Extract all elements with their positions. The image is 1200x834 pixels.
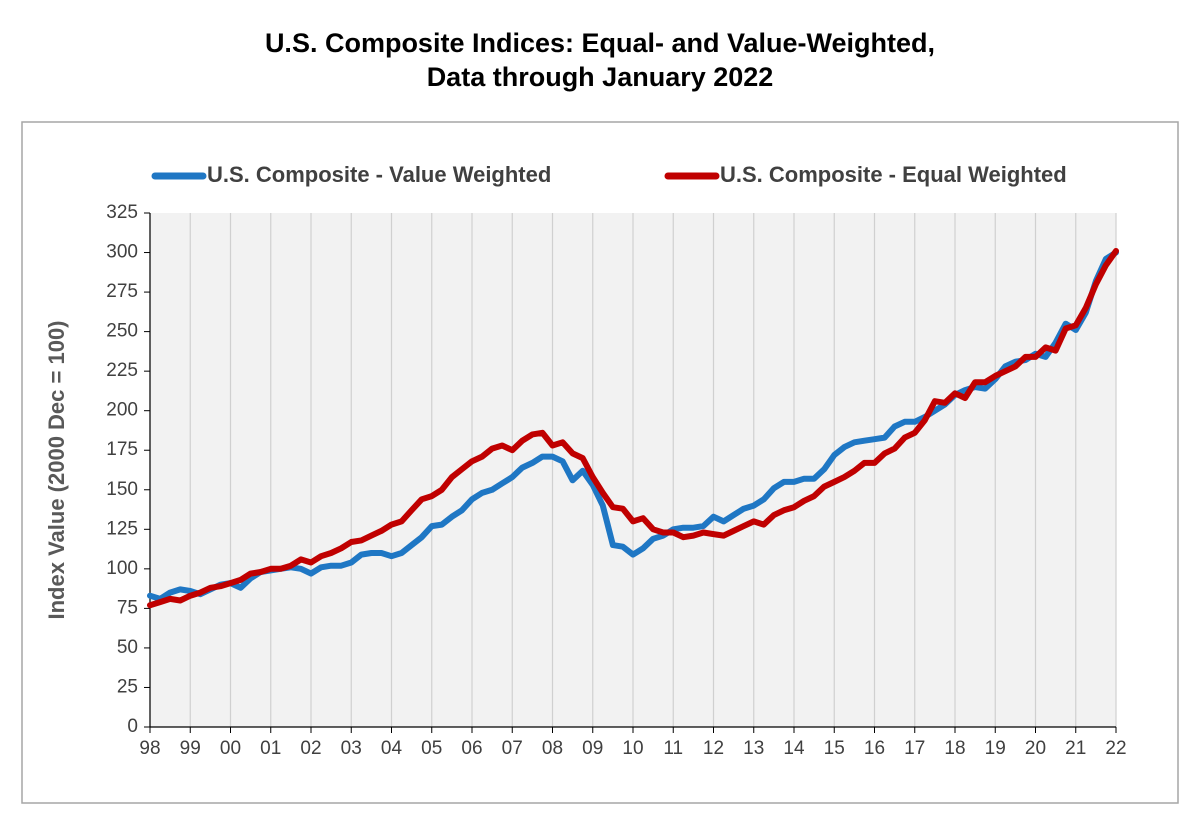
y-tick-label: 100 — [106, 558, 138, 579]
x-tick-label: 11 — [663, 738, 683, 759]
y-axis-label: Index Value (2000 Dec = 100) — [44, 320, 69, 619]
x-tick-label: 14 — [783, 738, 805, 759]
y-tick-label: 275 — [106, 281, 138, 302]
y-tick-label: 325 — [106, 202, 138, 223]
x-tick-label: 06 — [461, 738, 482, 759]
x-tick-label: 13 — [743, 738, 764, 759]
x-tick-label: 21 — [1065, 738, 1086, 759]
y-tick-label: 300 — [106, 242, 138, 263]
x-tick-label: 01 — [260, 738, 281, 759]
x-tick-label: 98 — [139, 738, 160, 759]
legend-label: U.S. Composite - Value Weighted — [207, 162, 551, 187]
series-line — [147, 248, 1119, 609]
x-tick-label: 07 — [502, 738, 523, 759]
x-tick-label: 10 — [622, 738, 643, 759]
x-tick-label: 22 — [1105, 738, 1126, 759]
x-tick-label: 12 — [703, 738, 724, 759]
x-tick-label: 20 — [1025, 738, 1046, 759]
x-tick-label: 15 — [824, 738, 845, 759]
legend-label: U.S. Composite - Equal Weighted — [720, 162, 1067, 187]
chart-title: U.S. Composite Indices: Equal- and Value… — [265, 28, 935, 58]
x-tick-label: 05 — [421, 738, 442, 759]
y-tick-label: 0 — [127, 716, 138, 737]
x-tick-label: 08 — [542, 738, 563, 759]
y-tick-label: 25 — [117, 676, 138, 697]
x-tick-label: 18 — [944, 738, 965, 759]
y-tick-label: 50 — [117, 637, 138, 658]
y-tick-label: 150 — [106, 479, 138, 500]
y-tick-label: 75 — [117, 597, 138, 618]
x-tick-label: 16 — [864, 738, 885, 759]
x-tick-label: 00 — [220, 738, 241, 759]
x-tick-label: 02 — [300, 738, 321, 759]
x-tick-label: 09 — [582, 738, 603, 759]
x-tick-label: 04 — [381, 738, 403, 759]
y-tick-label: 200 — [106, 400, 138, 421]
chart-subtitle: Data through January 2022 — [427, 62, 774, 92]
y-tick-label: 250 — [106, 321, 138, 342]
x-tick-label: 17 — [904, 738, 925, 759]
y-tick-label: 175 — [106, 439, 138, 460]
x-tick-label: 03 — [341, 738, 362, 759]
x-tick-label: 99 — [180, 738, 201, 759]
x-tick-label: 19 — [985, 738, 1006, 759]
y-tick-label: 225 — [106, 360, 138, 381]
y-tick-label: 125 — [106, 518, 138, 539]
